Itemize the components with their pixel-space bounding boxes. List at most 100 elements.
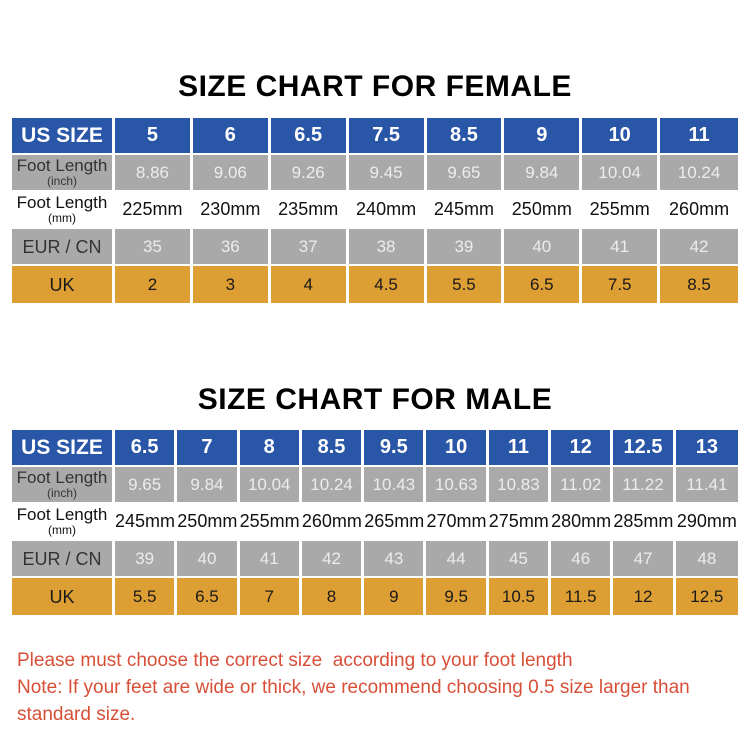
- size-value-cell: 38: [348, 229, 427, 266]
- row-label-cell: US SIZE: [12, 118, 115, 155]
- size-value-cell: 47: [613, 541, 676, 578]
- size-value-cell: 230mm: [192, 192, 271, 229]
- size-value-cell: 36: [192, 229, 271, 266]
- row-sublabel-text: (mm): [48, 211, 76, 225]
- size-value-cell: 6.5: [177, 578, 240, 615]
- size-value-cell: 40: [504, 229, 583, 266]
- table-row: US SIZE 6.5 7 8 8.5 9.5 10 11 12 12.5 13: [12, 430, 738, 467]
- row-label-cell: EUR / CN: [12, 229, 115, 266]
- size-value-cell: 8: [239, 430, 302, 467]
- size-value-cell: 7: [239, 578, 302, 615]
- size-value-cell: 3: [192, 266, 271, 303]
- table-row: Foot Length (inch) 8.86 9.06 9.26 9.45 9.65 9.8…: [12, 155, 738, 192]
- size-value-cell: 8.5: [660, 266, 738, 303]
- size-value-cell: 9.65: [115, 467, 178, 504]
- row-label-cell: US SIZE: [12, 430, 115, 467]
- size-value-cell: 270mm: [426, 504, 489, 541]
- row-sublabel-text: (inch): [46, 486, 77, 500]
- size-value-cell: 44: [426, 541, 489, 578]
- size-value-cell: 39: [426, 229, 505, 266]
- row-label-cell: EUR / CN: [12, 541, 115, 578]
- size-value-cell: 43: [364, 541, 427, 578]
- table-row: Foot Length (mm) 225mm 230mm 235mm 240mm 245mm…: [12, 192, 738, 229]
- size-value-cell: 285mm: [613, 504, 676, 541]
- size-value-cell: 45: [488, 541, 552, 578]
- table-row: Foot Length (inch) 9.65 9.84 10.04 10.24 10.43…: [12, 467, 738, 504]
- female-size-table: US SIZE 5 6 6.5 7.5 8.5 9 10 11 Foot Length (inch)…: [12, 118, 738, 303]
- size-value-cell: 10.24: [301, 467, 365, 504]
- size-value-cell: 9: [504, 118, 583, 155]
- size-value-cell: 10.04: [582, 155, 661, 192]
- size-value-cell: 7.5: [582, 266, 661, 303]
- size-value-cell: 255mm: [239, 504, 302, 541]
- size-value-cell: 11.22: [613, 467, 676, 504]
- size-value-cell: 4: [270, 266, 349, 303]
- row-label-text: Foot Length: [16, 193, 108, 212]
- row-sublabel-text: (mm): [48, 523, 76, 537]
- size-value-cell: 9.84: [504, 155, 583, 192]
- size-value-cell: 10.5: [488, 578, 552, 615]
- row-label-text: UK: [49, 586, 75, 607]
- row-label-text: EUR / CN: [22, 548, 102, 569]
- size-value-cell: 260mm: [660, 192, 738, 229]
- size-value-cell: 250mm: [504, 192, 583, 229]
- size-value-cell: 10.43: [364, 467, 427, 504]
- row-label-text: US SIZE: [21, 435, 103, 459]
- row-label-cell: Foot Length (inch): [12, 467, 115, 504]
- size-value-cell: 35: [115, 229, 193, 266]
- size-value-cell: 9.45: [348, 155, 427, 192]
- size-value-cell: 12.5: [613, 430, 676, 467]
- size-value-cell: 42: [301, 541, 365, 578]
- size-value-cell: 9.84: [177, 467, 240, 504]
- size-chart-page: SIZE CHART FOR FEMALE US SIZE 5 6 6.5 7.5 8.5…: [12, 70, 750, 728]
- size-value-cell: 10.04: [239, 467, 302, 504]
- size-value-cell: 12: [551, 430, 614, 467]
- row-label-cell: Foot Length (inch): [12, 155, 115, 192]
- size-value-cell: 8.5: [301, 430, 365, 467]
- size-value-cell: 225mm: [115, 192, 193, 229]
- size-value-cell: 8.5: [426, 118, 505, 155]
- size-value-cell: 240mm: [348, 192, 427, 229]
- size-value-cell: 41: [239, 541, 302, 578]
- size-value-cell: 48: [675, 541, 738, 578]
- size-value-cell: 41: [582, 229, 661, 266]
- size-value-cell: 9.26: [270, 155, 349, 192]
- size-value-cell: 12.5: [675, 578, 738, 615]
- size-value-cell: 11.5: [551, 578, 614, 615]
- size-value-cell: 9.65: [426, 155, 505, 192]
- size-value-cell: 11: [660, 118, 738, 155]
- size-value-cell: 11: [488, 430, 552, 467]
- size-value-cell: 39: [115, 541, 178, 578]
- table-row: UK 5.5 6.5 7 8 9 9.5 10.5 11.5 12 12.5: [12, 578, 738, 615]
- size-value-cell: 10.83: [488, 467, 552, 504]
- size-value-cell: 2: [115, 266, 193, 303]
- row-label-text: US SIZE: [21, 123, 103, 147]
- note-line-2: Note: If your feet are wide or thick, we…: [17, 677, 695, 725]
- size-value-cell: 4.5: [348, 266, 427, 303]
- size-value-cell: 250mm: [177, 504, 240, 541]
- footer-notes: Please must choose the correct size acco…: [17, 647, 750, 728]
- size-value-cell: 255mm: [582, 192, 661, 229]
- female-chart-title: SIZE CHART FOR FEMALE: [178, 70, 572, 103]
- row-label-cell: Foot Length (mm): [12, 504, 115, 541]
- row-label-text: UK: [49, 274, 75, 295]
- size-value-cell: 5.5: [115, 578, 178, 615]
- size-value-cell: 6.5: [115, 430, 178, 467]
- size-value-cell: 6.5: [270, 118, 349, 155]
- size-value-cell: 245mm: [426, 192, 505, 229]
- size-value-cell: 37: [270, 229, 349, 266]
- size-value-cell: 6.5: [504, 266, 583, 303]
- male-chart-title: SIZE CHART FOR MALE: [197, 383, 553, 416]
- size-value-cell: 280mm: [551, 504, 614, 541]
- note-line-1: Please must choose the correct size acco…: [17, 650, 573, 671]
- size-value-cell: 10: [426, 430, 489, 467]
- row-label-cell: UK: [12, 578, 115, 615]
- row-sublabel-text: (inch): [46, 174, 77, 188]
- size-value-cell: 9.06: [192, 155, 271, 192]
- size-value-cell: 8: [301, 578, 365, 615]
- size-value-cell: 40: [177, 541, 240, 578]
- size-value-cell: 275mm: [488, 504, 552, 541]
- size-value-cell: 235mm: [270, 192, 349, 229]
- row-label-text: Foot Length: [16, 505, 108, 524]
- size-value-cell: 46: [551, 541, 614, 578]
